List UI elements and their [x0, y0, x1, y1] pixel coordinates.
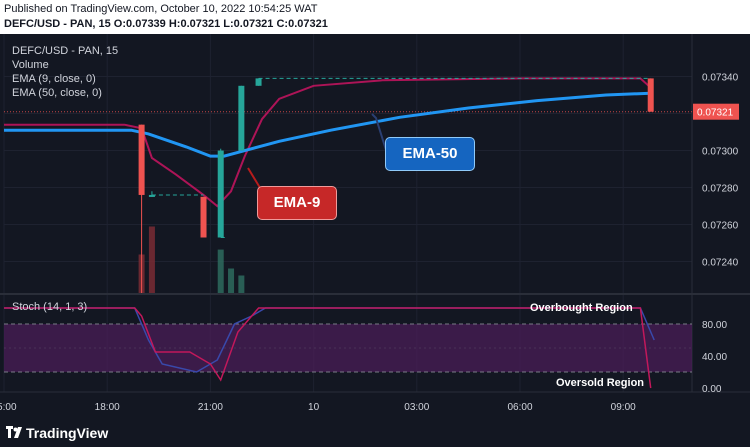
last-price-badge	[693, 103, 739, 120]
ema9-line	[4, 77, 652, 208]
price-tick-label: 0.07340	[702, 73, 739, 84]
candle-body	[217, 150, 224, 238]
candle-body	[238, 85, 245, 151]
stoch-axis: 80.00 40.00 0.00	[702, 320, 727, 395]
candle-body	[200, 196, 207, 238]
stoch-tick-label: 0.00	[702, 384, 722, 395]
time-tick-label: 10	[308, 402, 320, 413]
time-tick-label: 18:00	[95, 402, 120, 413]
legend-ema9: EMA (9, close, 0)	[12, 73, 96, 85]
published-text: Published on TradingView.com, October 10…	[4, 3, 318, 15]
stoch-band-fill	[4, 324, 692, 372]
ema50-callout: EMA-50	[385, 137, 475, 171]
stoch-tick-label: 40.00	[702, 352, 727, 363]
tradingview-logo-icon	[6, 426, 22, 438]
candle-body	[647, 78, 654, 112]
ema-lines	[4, 77, 652, 208]
candle-body	[148, 194, 155, 197]
ema50-line	[4, 91, 651, 158]
time-axis: 15:00 18:00 21:00 10 03:00 06:00 09:00	[0, 402, 636, 413]
volume-bar	[217, 249, 224, 293]
price-tick-label: 0.07260	[702, 221, 739, 232]
last-price-label: 0.07321	[697, 108, 734, 119]
stoch-band	[4, 323, 692, 373]
legend-volume: Volume	[12, 59, 49, 71]
time-tick-label: 06:00	[507, 402, 532, 413]
time-tick-label: 03:00	[404, 402, 429, 413]
volume-bar	[148, 226, 155, 293]
stoch-label: Stoch (14, 1, 3)	[12, 301, 88, 313]
stoch-tick-label: 80.00	[702, 320, 727, 331]
symbol-ohlc-line: DEFC/USD - PAN, 15 O:0.07339 H:0.07321 L…	[4, 18, 328, 30]
gridlines	[0, 34, 750, 393]
candle-body	[138, 124, 145, 195]
time-tick-label: 21:00	[198, 402, 223, 413]
price-axis: 0.073400.073200.073000.072800.072600.072…	[693, 73, 739, 269]
oversold-label: Oversold Region	[556, 377, 645, 389]
candle-body	[255, 78, 262, 86]
volume-bar	[228, 268, 235, 293]
time-tick-label: 09:00	[611, 402, 636, 413]
stoch-k-line	[4, 307, 652, 389]
time-tick-label: 15:00	[0, 402, 17, 413]
stoch-lines	[4, 307, 655, 389]
legend-ema50: EMA (50, close, 0)	[12, 87, 102, 99]
price-tick-label: 0.07300	[702, 147, 739, 158]
chart-area[interactable]: 0.073400.073200.073000.072800.072600.072…	[0, 34, 750, 418]
price-tick-label: 0.07240	[702, 258, 739, 269]
price-tick-label: 0.07280	[702, 184, 739, 195]
footer: TradingView	[0, 418, 750, 447]
overbought-label: Overbought Region	[530, 302, 633, 314]
callout-arrows	[247, 113, 387, 197]
chart-legend: DEFC/USD - PAN, 15 Volume EMA (9, close,…	[12, 44, 118, 100]
chart-svg[interactable]: 0.073400.073200.073000.072800.072600.072…	[0, 34, 750, 418]
ema9-callout: EMA-9	[257, 186, 337, 220]
ema50-arrow	[371, 113, 387, 151]
footer-brand: TradingView	[26, 425, 109, 441]
candles	[138, 78, 654, 293]
volume-bars	[138, 226, 245, 293]
legend-symbol: DEFC/USD - PAN, 15	[12, 45, 119, 57]
publish-header: Published on TradingView.com, October 10…	[0, 0, 750, 34]
volume-bar	[238, 275, 245, 293]
